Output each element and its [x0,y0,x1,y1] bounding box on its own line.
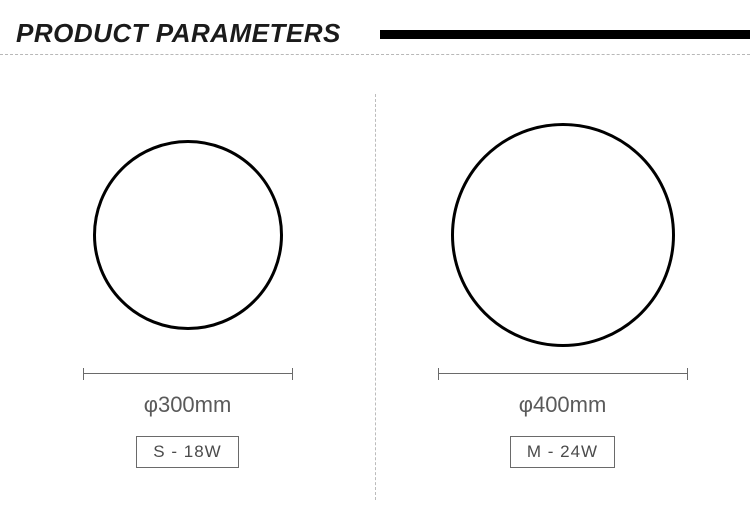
header-dashed-rule [0,54,750,55]
circle-wrap [451,120,675,350]
header: PRODUCT PARAMETERS [0,0,750,64]
dimension-hline [438,373,688,374]
size-badge: M - 24W [510,436,615,468]
circle-icon [451,123,675,347]
content: φ300mm S - 18W φ400mm M - 24W [0,64,750,510]
dimension-label: φ300mm [144,392,232,418]
vertical-divider [375,94,376,500]
dimension-label: φ400mm [519,392,607,418]
dimension-line [83,368,293,380]
dimension-hline [83,373,293,374]
panel-medium: φ400mm M - 24W [375,64,750,510]
circle-icon [93,140,283,330]
page-title: PRODUCT PARAMETERS [16,18,341,49]
panel-small: φ300mm S - 18W [0,64,375,510]
dimension-line [438,368,688,380]
header-bar [380,30,750,39]
size-badge: S - 18W [136,436,238,468]
circle-wrap [93,120,283,350]
